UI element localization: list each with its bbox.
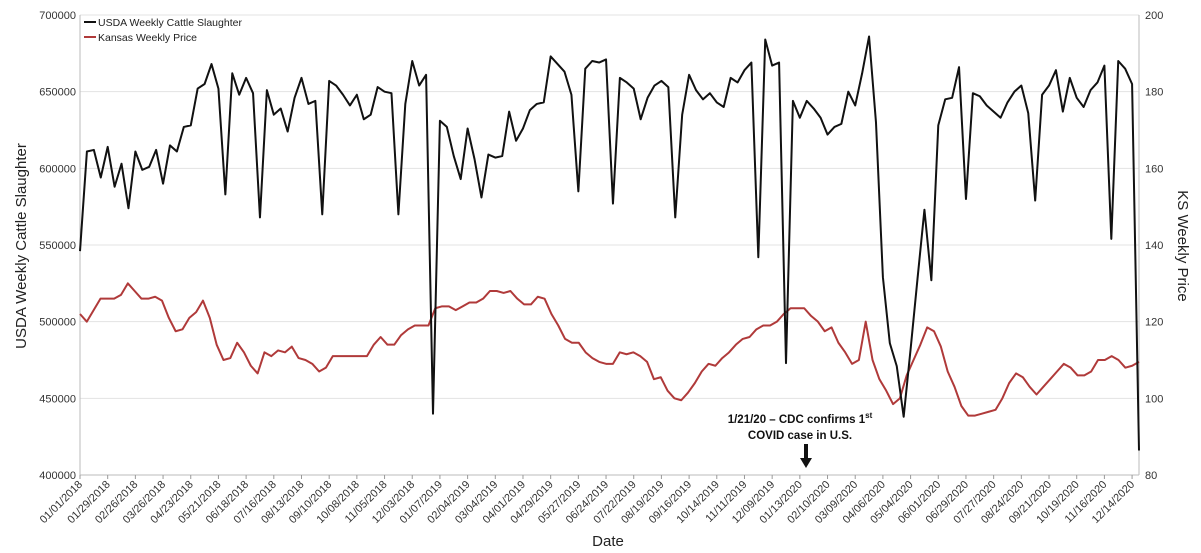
right-y-axis: 80 100 120 140 160 180 200 (1145, 10, 1163, 482)
y-tick-label-right: 120 (1145, 317, 1163, 329)
annotation-superscript: st (865, 411, 872, 420)
x-axis: 01/01/201801/29/201802/26/201803/26/2018… (38, 475, 1137, 526)
y-axis-title-left: USDA Weekly Cattle Slaughter (13, 143, 30, 349)
left-y-axis: 400000 450000 500000 550000 600000 650000 7000… (39, 10, 76, 482)
y-tick-label-left: 700000 (39, 10, 76, 22)
y-tick-label-right: 200 (1145, 10, 1163, 22)
covid-annotation: 1/21/20 – CDC confirms 1st COVID case in… (728, 411, 873, 468)
y-tick-label-left: 400000 (39, 470, 76, 482)
legend-label-slaughter: USDA Weekly Cattle Slaughter (98, 17, 242, 29)
y-axis-title-right: KS Weekly Price (1174, 190, 1191, 301)
y-tick-label-right: 160 (1145, 163, 1163, 175)
y-tick-label-left: 500000 (39, 317, 76, 329)
series-layer (79, 35, 1140, 451)
y-tick-label-right: 100 (1145, 393, 1163, 405)
series-line-slaughter (79, 35, 1140, 451)
annotation-line-2: COVID case in U.S. (748, 430, 852, 442)
y-tick-label-right: 80 (1145, 470, 1157, 482)
y-tick-label-right: 140 (1145, 240, 1163, 252)
legend-label-price: Kansas Weekly Price (98, 32, 197, 44)
annotation-arrow-head (800, 458, 812, 468)
y-tick-label-left: 450000 (39, 393, 76, 405)
y-tick-label-left: 600000 (39, 163, 76, 175)
annotation-text-main: 1/21/20 – CDC confirms 1 (728, 414, 866, 426)
x-axis-title: Date (592, 533, 624, 550)
annotation-line-1: 1/21/20 – CDC confirms 1st (728, 411, 873, 426)
series-line-price (79, 282, 1140, 417)
y-tick-label-left: 650000 (39, 87, 76, 99)
y-tick-label-right: 180 (1145, 87, 1163, 99)
legend: USDA Weekly Cattle Slaughter Kansas Week… (84, 17, 242, 44)
y-tick-label-left: 550000 (39, 240, 76, 252)
gridlines (79, 14, 1140, 476)
